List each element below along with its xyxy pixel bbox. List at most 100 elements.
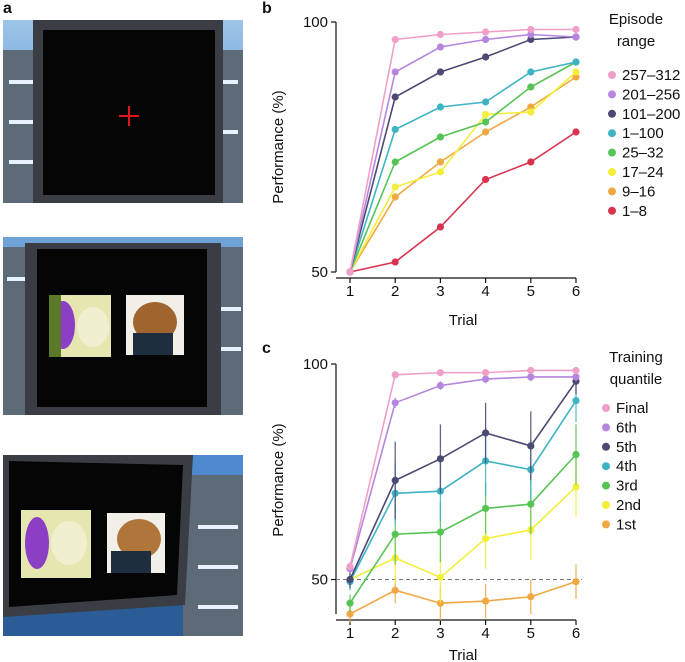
panel-b-legend-label-257-312: 257–312 (622, 67, 680, 84)
panel-c-data-point-5th (527, 442, 535, 450)
panel-c-data-point-3rd (482, 504, 490, 512)
panel-b-data-point-201-256 (482, 35, 490, 44)
panel-c-data-point-4th (572, 397, 580, 405)
panel-c-data-point-1st (527, 593, 535, 601)
panel-b-data-point-25-32 (391, 158, 399, 166)
panel-b-x-tick-label: 2 (391, 283, 399, 300)
panel-c-data-point-5th (436, 455, 444, 463)
panel-c-series-line-4th (349, 400, 577, 583)
panel-b-legend-marker-9-16 (608, 187, 616, 196)
panel-c-data-point-3rd (436, 528, 444, 536)
panel-c-data-point-6th (482, 375, 490, 383)
panel-b-x-axis-label: Trial (449, 312, 478, 329)
panel-b-legend-marker-101-200 (608, 109, 616, 118)
panel-letter-b: b (262, 0, 272, 17)
panel-b-x-tick-label: 3 (436, 283, 444, 300)
panel-b-data-point-17-24 (482, 110, 490, 119)
panel-c-y-tick-label: 100 (303, 356, 328, 373)
panel-c-data-point-6th (572, 373, 580, 381)
panel-b-data-point-101-200 (527, 35, 535, 44)
panel-c-data-point-3rd (527, 500, 535, 508)
panel-b-data-point-1-100 (436, 103, 444, 111)
panel-b-data-point-17-24 (436, 168, 444, 176)
panel-c-data-point-2nd (436, 573, 444, 581)
panel-c-data-point-1st (482, 597, 490, 605)
panel-b-data-point-9-16 (572, 73, 580, 81)
panel-b-data-point-201-256 (572, 33, 580, 41)
panel-b-series-line-101-200 (349, 36, 577, 273)
panel-c-series-line-6th (349, 376, 576, 569)
panel-c-legend-label-final: Final (616, 400, 649, 417)
panel-b-data-point-257-312 (527, 25, 535, 34)
panel-c-x-tick-label: 5 (527, 625, 535, 642)
panel-b-legend-marker-25-32 (608, 148, 616, 157)
panel-c-legend-label-1st: 1st (616, 516, 637, 533)
panel-b-data-point-257-312 (436, 30, 444, 39)
panel-b-legend-label-201-256: 201–256 (622, 86, 680, 103)
panel-b-data-point-101-200 (482, 53, 490, 61)
panel-c-x-tick-label: 3 (436, 625, 444, 642)
panel-b-data-point-257-312 (346, 268, 354, 276)
panel-b-legend-label-17-24: 17–24 (622, 164, 664, 181)
panel-b-data-point-101-200 (391, 93, 399, 101)
panel-c-data-point-6th (436, 381, 444, 390)
panel-c-legend-label-2nd: 2nd (616, 497, 641, 514)
panel-b-legend-label-9-16: 9–16 (622, 183, 655, 200)
panel-c-data-point-3rd (572, 450, 580, 459)
panel-c-data-point-final (527, 366, 535, 375)
panel-b-data-point-1-100 (482, 98, 490, 106)
panel-b-y-tick-label: 50 (311, 264, 328, 281)
panel-c-x-axis-label: Trial (449, 647, 478, 662)
panel-b-series-line-257-312 (349, 28, 576, 273)
panel-b-legend-label-1-8: 1–8 (622, 203, 647, 220)
panel-b-data-point-17-24 (527, 108, 535, 116)
panel-c-legend-marker-3rd (602, 481, 610, 490)
panel-c-legend-title: Training (609, 349, 663, 366)
panel-b-data-point-25-32 (527, 83, 535, 91)
panel-b-y-axis-label: Performance (%) (270, 90, 287, 203)
panel-c-data-point-final (436, 369, 444, 377)
panel-letter-a: a (3, 0, 12, 17)
panel-b-data-point-1-8 (527, 158, 535, 166)
panel-b-legend-title: Episode (609, 11, 663, 28)
panel-b-data-point-25-32 (482, 118, 490, 126)
panel-b-data-point-1-100 (572, 58, 580, 66)
panel-c-data-point-3rd (346, 599, 354, 607)
panel-b-data-point-257-312 (572, 25, 580, 34)
panel-b-legend-marker-257-312 (608, 71, 616, 79)
panel-b-data-point-9-16 (482, 128, 490, 136)
panel-b-data-point-201-256 (436, 43, 444, 51)
panel-c-legend-label-6th: 6th (616, 419, 637, 436)
panel-b-series-line-25-32 (349, 61, 577, 273)
panel-b-x-tick-label: 5 (527, 283, 535, 300)
panel-c-legend-marker-4th (602, 462, 610, 471)
panel-c-data-point-final (482, 369, 490, 377)
panel-c-data-point-2nd (482, 534, 490, 543)
panel-c-data-point-6th (527, 373, 535, 381)
panel-b-legend-marker-1-100 (608, 129, 616, 138)
panel-c-series-line-1st (349, 580, 577, 615)
panel-b-data-point-25-32 (436, 133, 444, 141)
panel-b-legend-marker-1-8 (608, 206, 616, 215)
panel-c-data-point-1st (346, 610, 354, 618)
panel-c-data-point-6th (391, 399, 399, 407)
panel-c-x-tick-label: 2 (391, 625, 399, 642)
panel-c-legend-marker-1st (602, 520, 610, 529)
panel-b-series-line-9-16 (349, 76, 577, 273)
panel-c-legend-label-5th: 5th (616, 439, 637, 456)
panel-c-legend-marker-6th (602, 423, 610, 432)
panel-b-series-line-1-8 (349, 131, 577, 273)
panel-c-series-line-final (349, 369, 576, 567)
scene-choice-screen-1 (3, 237, 243, 415)
panel-b-y-tick-label: 100 (303, 14, 328, 31)
panel-b-data-point-9-16 (391, 193, 399, 201)
panel-c-x-tick-label: 1 (346, 625, 354, 642)
panel-c-data-point-1st (572, 578, 580, 586)
panel-b-data-point-201-256 (527, 30, 535, 39)
panel-letter-c: c (262, 340, 271, 357)
panel-b-legend-marker-201-256 (608, 90, 616, 99)
panel-b-data-point-257-312 (482, 28, 490, 36)
panel-b-series-line-17-24 (349, 71, 577, 273)
panel-b-data-point-17-24 (391, 183, 399, 191)
